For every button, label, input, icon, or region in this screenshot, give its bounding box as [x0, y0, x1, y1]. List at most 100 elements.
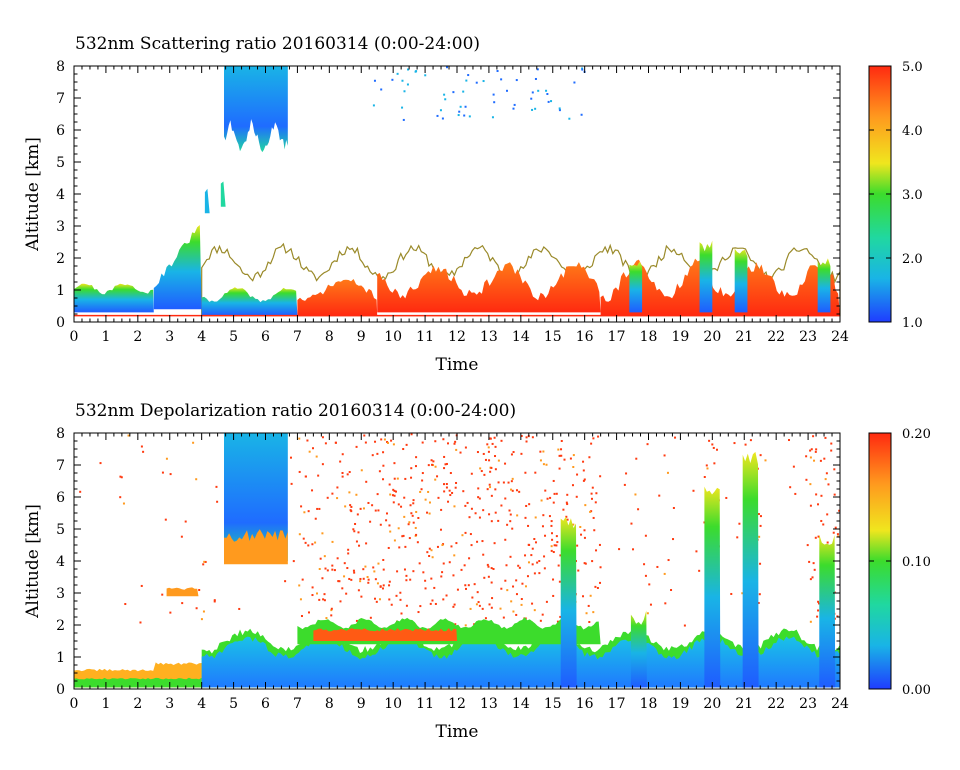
noise-speckle [592, 437, 595, 440]
cloud-features [74, 66, 841, 317]
noise-speckle [490, 466, 493, 469]
noise-speckle [318, 598, 321, 601]
noise-speckle [321, 577, 324, 580]
noise-speckle [705, 464, 708, 467]
noise-speckle [393, 489, 396, 492]
x-tick-label: 17 [608, 329, 626, 345]
x-tick-label: 15 [544, 696, 562, 712]
noise-speckle [488, 483, 491, 486]
noise-speckle [405, 604, 408, 607]
noise-speckle [387, 546, 390, 549]
noise-speckle [434, 478, 437, 481]
noise-speckle [833, 493, 836, 496]
noise-speckle [643, 563, 646, 566]
noise-speckle [443, 483, 446, 486]
noise-speckle [788, 439, 791, 442]
noise-speckle [465, 587, 468, 590]
noise-speckle [583, 529, 586, 532]
sparse-signal-point [512, 107, 515, 110]
noise-speckle [544, 534, 547, 537]
noise-speckle [592, 611, 595, 614]
x-tick-label: 18 [640, 696, 658, 712]
noise-speckle [362, 577, 365, 580]
noise-speckle [816, 615, 819, 618]
noise-speckle [373, 570, 376, 573]
noise-speckle [290, 482, 293, 485]
sparse-signal-point [581, 67, 584, 70]
noise-speckle [623, 483, 626, 486]
noise-speckle [410, 467, 413, 470]
noise-speckle [364, 441, 367, 444]
noise-speckle [325, 617, 328, 620]
noise-speckle [469, 607, 472, 610]
noise-speckle [491, 442, 494, 445]
x-tick-label: 23 [799, 696, 817, 712]
noise-speckle [449, 472, 452, 475]
noise-speckle [374, 578, 377, 581]
noise-speckle [421, 472, 424, 475]
x-tick-label: 10 [384, 696, 402, 712]
colorbar-tick-label: 2.0 [902, 252, 923, 267]
noise-speckle [759, 454, 762, 457]
noise-speckle [510, 488, 513, 491]
colorbar-tick-label: 3.0 [902, 188, 923, 203]
noise-speckle [461, 534, 464, 537]
noise-speckle [445, 483, 448, 486]
noise-speckle [483, 576, 486, 579]
noise-speckle [820, 494, 823, 497]
noise-speckle [449, 494, 452, 497]
noise-speckle [444, 463, 447, 466]
noise-speckle [322, 598, 325, 601]
noise-speckle [412, 570, 415, 573]
noise-speckle [759, 562, 762, 565]
x-tick-label: 11 [416, 329, 434, 345]
noise-speckle [477, 496, 480, 499]
noise-speckle [556, 541, 559, 544]
noise-speckle [460, 568, 463, 571]
noise-speckle [806, 544, 809, 547]
noise-speckle [311, 489, 314, 492]
noise-speckle [365, 480, 368, 483]
noise-speckle [809, 578, 812, 581]
noise-speckle [404, 545, 407, 548]
x-tick-label: 5 [229, 696, 238, 712]
noise-speckle [663, 572, 666, 575]
sparse-signal-point [452, 91, 455, 94]
colorbar-ticks: 0.00 0.10 0.20 [869, 427, 931, 698]
noise-speckle [588, 620, 591, 623]
y-tick-label: 1 [56, 283, 65, 299]
noise-speckle [506, 523, 509, 526]
noise-speckle [180, 535, 183, 538]
boundary-layer-feature [74, 283, 154, 313]
noise-speckle [478, 497, 481, 500]
noise-speckle [808, 560, 811, 563]
x-tick-label: 21 [735, 696, 753, 712]
noise-speckle [453, 603, 456, 606]
noise-speckle [521, 582, 524, 585]
noise-speckle [382, 478, 385, 481]
noise-speckle [408, 537, 411, 540]
noise-speckle [585, 612, 588, 615]
noise-speckle [749, 439, 752, 442]
noise-speckle [500, 504, 503, 507]
noise-speckle [165, 457, 168, 460]
noise-speckle [99, 462, 102, 465]
noise-speckle [533, 609, 536, 612]
noise-speckle [318, 507, 321, 510]
tall-depol-column [560, 516, 577, 688]
noise-speckle [428, 501, 431, 504]
x-tick-label: 19 [672, 696, 690, 712]
noise-speckle [520, 598, 523, 601]
aerosol-layer-outline [201, 242, 841, 317]
high-ratio-region [377, 262, 601, 313]
noise-speckle [540, 499, 543, 502]
sparse-signal-point [492, 93, 495, 96]
noise-speckle [396, 477, 399, 480]
noise-speckle [524, 516, 527, 519]
noise-speckle [590, 510, 593, 513]
noise-speckle [455, 448, 458, 451]
noise-speckle [550, 549, 553, 552]
sparse-signal-point [406, 83, 409, 86]
noise-speckle [572, 523, 575, 526]
x-tick-label: 4 [197, 329, 206, 345]
